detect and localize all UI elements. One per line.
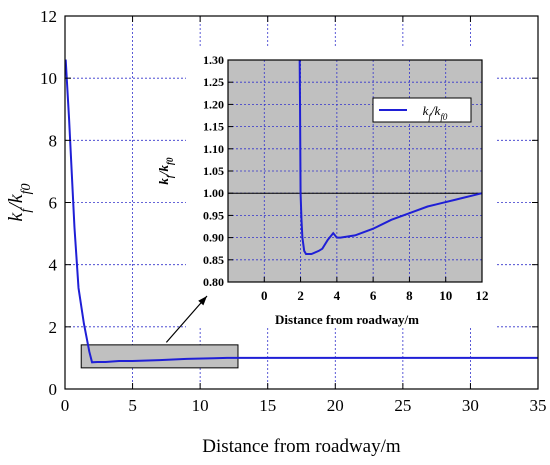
x-tick-label: 25 — [394, 396, 411, 415]
y-tick-label: 12 — [40, 7, 57, 26]
y-tick-label: 10 — [40, 69, 57, 88]
inset-x-tick-label: 12 — [476, 288, 489, 303]
y-tick-label: 2 — [49, 318, 58, 337]
inset-x-tick-label: 4 — [334, 288, 341, 303]
x-tick-label: 10 — [192, 396, 209, 415]
x-tick-label: 35 — [530, 396, 547, 415]
y-tick-label: 8 — [49, 131, 58, 150]
inset-series-line — [298, 59, 483, 256]
inset-y-axis-label: kf/kf0 — [156, 157, 175, 185]
zoom-arrow — [165, 295, 208, 343]
inset-y-tick-label: 0.80 — [203, 275, 224, 289]
x-axis-label: Distance from roadway/m — [202, 436, 401, 457]
x-tick-label: 30 — [462, 396, 479, 415]
inset-y-tick-label: 1.30 — [203, 53, 224, 67]
inset-x-tick-label: 10 — [439, 288, 452, 303]
inset-y-tick-label: 1.15 — [203, 120, 224, 134]
zoom-arrow-head — [198, 296, 207, 306]
inset-x-axis-label: Distance from roadway/m — [275, 312, 419, 327]
inset-x-tick-label: 6 — [370, 288, 377, 303]
x-tick-label: 15 — [259, 396, 276, 415]
x-tick-label: 0 — [61, 396, 70, 415]
inset-y-tick-label: 1.20 — [203, 97, 224, 111]
inset-plot-area — [228, 60, 482, 282]
inset-y-tick-label: 1.25 — [203, 75, 224, 89]
inset-y-tick-label: 1.00 — [203, 186, 224, 200]
y-tick-label: 4 — [49, 256, 58, 275]
inset-y-tick-label: 0.95 — [203, 208, 224, 222]
y-tick-label: 6 — [49, 194, 58, 213]
inset-legend-label: kf/kf0 — [423, 103, 448, 122]
zoom-highlight-box — [80, 344, 239, 369]
inset-x-tick-label: 2 — [297, 288, 304, 303]
inset-y-tick-label: 0.85 — [203, 253, 224, 267]
x-tick-label: 5 — [128, 396, 137, 415]
inset-x-tick-label: 0 — [261, 288, 268, 303]
inset-x-tick-label: 8 — [406, 288, 413, 303]
inset-y-tick-label: 0.90 — [203, 231, 224, 245]
y-axis-label: kf/kf0 — [5, 183, 34, 221]
x-tick-label: 20 — [327, 396, 344, 415]
series-line — [64, 59, 538, 364]
y-tick-label: 0 — [49, 380, 58, 399]
inset-y-tick-label: 1.05 — [203, 164, 224, 178]
inset-y-tick-label: 1.10 — [203, 142, 224, 156]
